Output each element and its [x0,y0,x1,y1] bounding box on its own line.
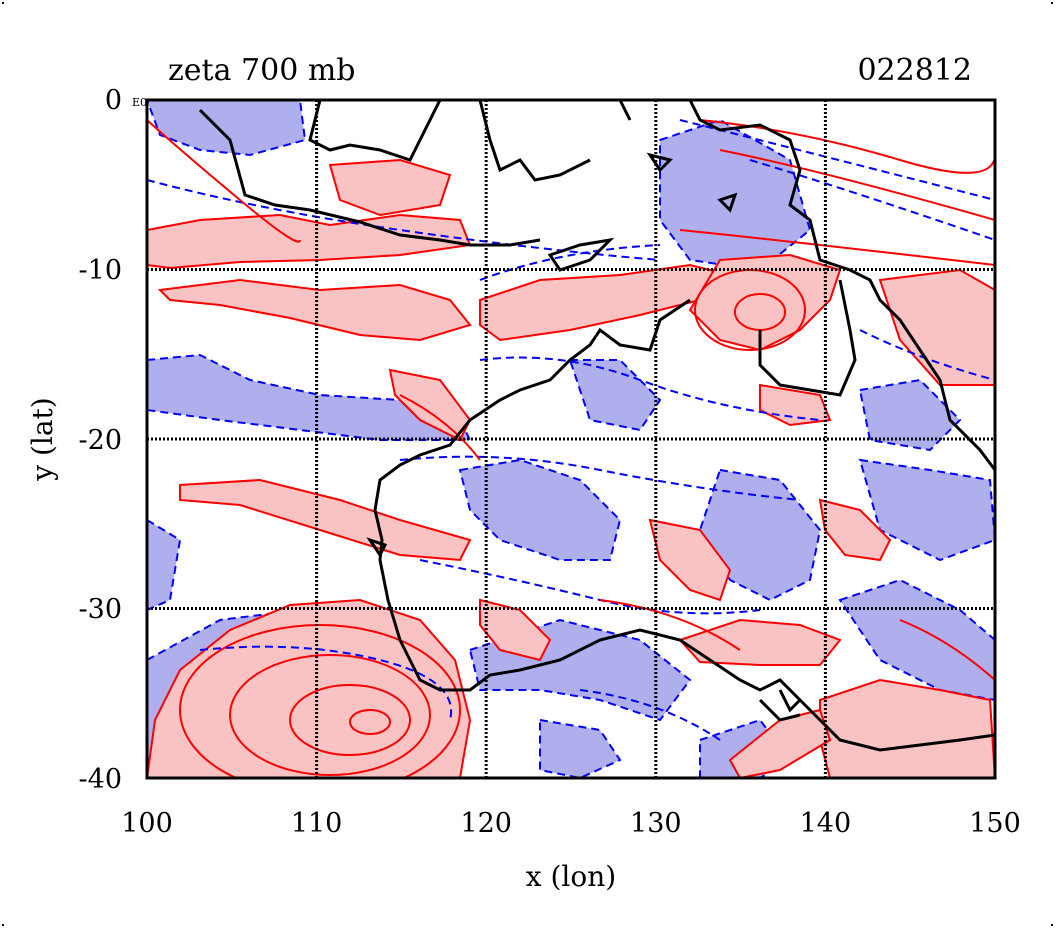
contour-field [147,100,995,778]
corner-small-label: E0 [132,96,147,109]
y-tick-label: 0 [105,85,122,116]
x-tick-label: 140 [800,808,852,839]
y-axis-label: y (lat) [26,397,59,481]
coastlines [198,100,995,752]
title-left: zeta 700 mb [168,53,356,88]
x-axis: 100 110 120 130 140 150 x (lon) [121,808,1021,893]
positive-contours [147,119,995,681]
x-tick-label: 110 [291,808,343,839]
y-axis: 0 E0 -10 -20 -30 -40 y (lat) [26,85,147,795]
y-tick-label: -30 [79,594,122,625]
plot-frame [145,98,997,780]
y-tick-label: -40 [79,764,122,795]
x-tick-label: 130 [630,808,682,839]
title-right: 022812 [857,53,972,88]
x-axis-label: x (lon) [526,860,616,893]
grid-lines [147,100,995,778]
titles: zeta 700 mb 022812 [168,53,972,88]
y-tick-label: -10 [79,255,122,286]
y-tick-label: -20 [79,425,122,456]
x-tick-label: 150 [969,808,1021,839]
x-tick-label: 100 [121,808,173,839]
x-tick-label: 120 [460,808,512,839]
negative-contours [147,119,995,741]
